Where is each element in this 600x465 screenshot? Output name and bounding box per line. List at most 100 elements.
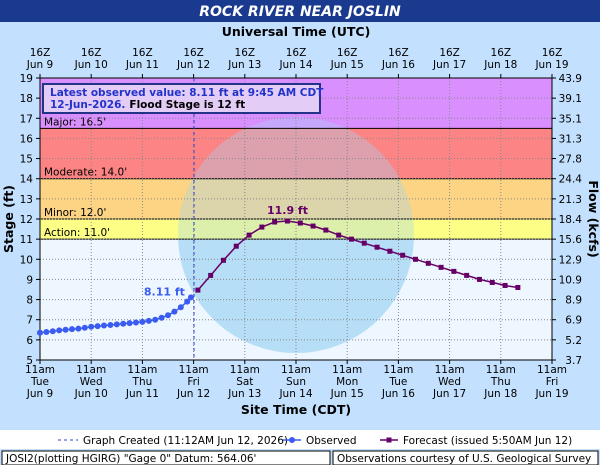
observed-point — [56, 327, 63, 334]
info-flood-stage: Flood Stage is 12 ft — [129, 99, 245, 111]
x-tick-label: 11am — [537, 364, 567, 376]
x2-tick-label: 16Z — [286, 47, 307, 59]
forecast-point — [233, 243, 239, 249]
y-tick-label: 15 — [20, 154, 33, 166]
x-tick-label: Sun — [286, 376, 306, 388]
x-tick-label: Mon — [336, 376, 358, 388]
y2-tick-label: 35.1 — [559, 113, 582, 125]
x-tick-label: 11am — [127, 364, 157, 376]
x-tick-label: Jun 17 — [432, 388, 466, 400]
forecast-point — [502, 282, 508, 288]
legend-label: Graph Created (11:12AM Jun 12, 2026) — [83, 435, 288, 447]
y2-tick-label: 43.9 — [559, 73, 582, 85]
x2-tick-label: Jun 12 — [176, 59, 210, 71]
observed-point — [133, 319, 139, 326]
y2-tick-label: 15.6 — [559, 234, 583, 246]
info-box — [42, 83, 321, 114]
observed-point — [43, 329, 50, 336]
x-tick-label: Jun 11 — [125, 388, 159, 400]
forecast-point — [515, 284, 521, 290]
legend-marker — [289, 437, 295, 443]
x-tick-label: 11am — [332, 364, 362, 376]
observed-point — [75, 325, 82, 332]
x-tick-label: Jun 10 — [74, 388, 108, 400]
x-tick-label: 11am — [486, 364, 516, 376]
footer-left: JOSI2(plotting HGIRG) "Gage 0" Datum: 56… — [5, 453, 256, 465]
forecast-point — [412, 256, 418, 262]
observed-point — [187, 294, 194, 301]
x-tick-label: Tue — [30, 376, 49, 388]
plot-area: Action: 11.0' Minor: 12.0' Moderate: 14.0'… — [39, 77, 553, 361]
observed-point — [184, 298, 191, 305]
x2-tick-label: Jun 16 — [381, 59, 415, 71]
x2-tick-label: Jun 18 — [483, 59, 517, 71]
y2-tick-label: 10.9 — [559, 274, 582, 286]
threshold-label: Major: 16.5' — [44, 116, 106, 128]
footer-left-box — [1, 450, 331, 465]
observed-point — [177, 304, 184, 311]
y2-tick-label: 5.2 — [565, 335, 582, 347]
forecast-point — [425, 260, 431, 266]
forecast-point — [336, 232, 342, 238]
forecast-point — [323, 227, 329, 233]
x-tick-label: Jun 9 — [26, 388, 53, 400]
y-tick-label: 19 — [20, 73, 33, 85]
observed-point — [120, 320, 127, 327]
y-tick-label: 12 — [20, 214, 33, 226]
y-tick-label: 11 — [20, 234, 33, 246]
observed-point — [37, 329, 43, 336]
y-tick-label: 13 — [20, 194, 33, 206]
x2-tick-label: 16Z — [81, 47, 102, 59]
y2-tick-label: 27.8 — [559, 154, 582, 166]
x-tick-label: 11am — [281, 364, 311, 376]
x-tick-label: Wed — [80, 376, 103, 388]
x-tick-label: Sat — [236, 376, 253, 388]
top-axis-title: Universal Time (UTC) — [222, 24, 371, 39]
y-tick-label: 7 — [26, 315, 33, 327]
flood-band — [40, 219, 552, 240]
y2-tick-label: 12.9 — [559, 254, 582, 266]
x2-tick-label: Jun 10 — [74, 59, 108, 71]
y-tick-label: 8 — [26, 295, 33, 307]
info-line1: Latest observed value: 8.11 ft at 9:45 A… — [50, 87, 324, 99]
forecast-point — [348, 236, 354, 242]
observed-point — [139, 318, 146, 325]
x-tick-label: 11am — [179, 364, 209, 376]
y-tick-label: 9 — [26, 274, 33, 286]
x2-tick-label: Jun 14 — [278, 59, 312, 71]
info-line2: 12-Jun-2026. Flood Stage is 12 ft — [50, 99, 245, 111]
observed-point — [171, 308, 178, 315]
y-tick-label: 5 — [26, 355, 33, 367]
y2-tick-label: 8.9 — [565, 295, 582, 307]
x2-tick-label: Jun 15 — [330, 59, 364, 71]
y2-tick-label: 39.1 — [559, 93, 582, 105]
threshold-label: Minor: 12.0' — [44, 207, 106, 219]
observed-point — [101, 322, 107, 329]
footer-right-box — [332, 450, 599, 465]
observed-point — [107, 321, 114, 328]
x2-tick-label: Jun 17 — [432, 59, 466, 71]
forecast-point — [259, 224, 265, 230]
forecast-point — [489, 279, 495, 285]
y2-tick-label: 18.4 — [559, 214, 583, 226]
x-tick-label: Jun 14 — [278, 388, 312, 400]
title-bar — [0, 0, 600, 22]
observed-point — [81, 324, 88, 331]
observed-point — [62, 326, 69, 333]
observed-point — [165, 312, 171, 319]
forecast-point — [451, 268, 457, 274]
y-tick-label: 14 — [20, 174, 34, 186]
x2-tick-label: 16Z — [337, 47, 358, 59]
forecast-point — [464, 272, 470, 278]
threshold-label: Moderate: 14.0' — [44, 167, 127, 179]
legend-label: Forecast (issued 5:50AM Jun 12) — [403, 435, 572, 447]
x-tick-label: Jun 16 — [381, 388, 415, 400]
x-tick-label: Wed — [438, 376, 461, 388]
y2-tick-label: 3.7 — [565, 355, 582, 367]
logo-overlay — [178, 117, 414, 353]
x2-tick-label: 16Z — [439, 47, 460, 59]
footer-right: Observations courtesy of U.S. Geological… — [337, 453, 591, 465]
x-axis-title: Site Time (CDT) — [241, 402, 351, 417]
x-tick-label: Fri — [546, 376, 559, 388]
x-tick-label: Jun 13 — [227, 388, 261, 400]
